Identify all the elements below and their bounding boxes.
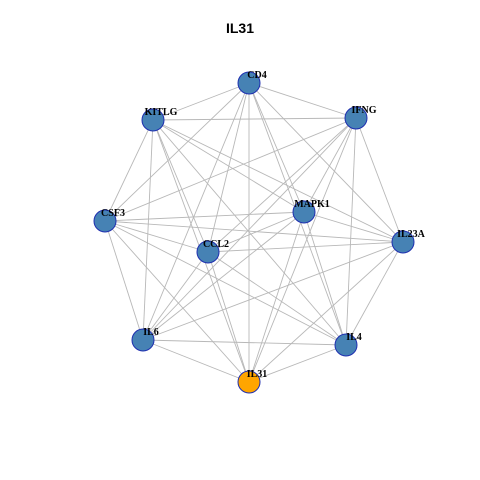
node-circle[interactable] [237, 71, 261, 95]
edge-kitlg-il23a [152, 119, 404, 243]
edge-cd4-kitlg [152, 82, 250, 121]
edge-ccl2-il4 [207, 251, 347, 346]
edge-il23a-il31 [248, 241, 404, 383]
node-circle[interactable] [334, 333, 358, 357]
node-label: CCL2 [203, 239, 229, 250]
edge-ccl2-il31 [207, 251, 250, 383]
node-il31[interactable]: IL31 [237, 369, 268, 394]
edge-mapk1-il6 [142, 211, 305, 341]
edge-mapk1-il4 [303, 211, 347, 346]
edge-ifng-ccl2 [207, 117, 357, 253]
edge-ifng-mapk1 [303, 117, 357, 213]
node-ifng[interactable]: IFNG [344, 105, 377, 130]
edge-cd4-il23a [248, 82, 404, 243]
node-il4[interactable]: IL4 [334, 332, 362, 357]
edge-il4-il31 [248, 344, 347, 383]
node-label: KITLG [145, 107, 178, 118]
edge-mapk1-csf3 [104, 211, 305, 222]
node-circle[interactable] [93, 209, 117, 233]
edge-kitlg-csf3 [104, 119, 154, 222]
edge-cd4-ccl2 [207, 82, 250, 253]
node-csf3[interactable]: CSF3 [93, 208, 125, 233]
edge-csf3-il23a [104, 220, 404, 243]
edge-il23a-il6 [142, 241, 404, 341]
node-label: IL31 [247, 369, 268, 380]
edge-kitlg-mapk1 [152, 119, 305, 213]
edge-il6-il4 [142, 339, 347, 346]
node-circle[interactable] [292, 200, 316, 224]
node-ccl2[interactable]: CCL2 [196, 239, 229, 264]
edge-ccl2-il6 [142, 251, 209, 341]
edge-ifng-il31 [248, 117, 357, 383]
node-label: IL6 [143, 327, 159, 338]
node-cd4[interactable]: CD4 [237, 70, 267, 95]
edge-cd4-csf3 [104, 82, 250, 222]
edge-ifng-il6 [142, 117, 357, 341]
node-label: IL23A [397, 229, 426, 240]
node-mapk1[interactable]: MAPK1 [292, 199, 330, 224]
edge-il6-il31 [142, 339, 250, 383]
node-circle[interactable] [131, 328, 155, 352]
edge-csf3-ccl2 [104, 220, 209, 253]
edge-cd4-il6 [142, 82, 250, 341]
node-il23a[interactable]: IL23A [391, 229, 426, 254]
graph-title: IL31 [225, 20, 254, 36]
node-label: MAPK1 [294, 199, 330, 210]
edge-ifng-il4 [345, 117, 357, 346]
node-label: IL4 [346, 332, 362, 343]
edge-kitlg-il6 [142, 119, 154, 341]
node-circle[interactable] [141, 108, 165, 132]
edge-cd4-ifng [248, 82, 357, 119]
edge-ifng-kitlg [152, 117, 357, 121]
edge-mapk1-il31 [248, 211, 305, 383]
node-kitlg[interactable]: KITLG [141, 107, 178, 132]
node-circle[interactable] [237, 370, 261, 394]
node-label: IFNG [352, 105, 377, 116]
node-label: CD4 [247, 70, 266, 81]
edge-csf3-il6 [104, 220, 144, 341]
edge-il23a-il4 [345, 241, 404, 346]
edge-cd4-mapk1 [248, 82, 305, 213]
edge-ifng-il23a [355, 117, 404, 243]
node-label: CSF3 [101, 208, 125, 219]
edge-kitlg-il4 [152, 119, 347, 346]
edge-il23a-ccl2 [207, 241, 404, 253]
edge-kitlg-ccl2 [152, 119, 209, 253]
edge-csf3-il4 [104, 220, 347, 346]
node-circle[interactable] [344, 106, 368, 130]
edge-mapk1-il23a [303, 211, 404, 243]
node-il6[interactable]: IL6 [131, 327, 159, 352]
edge-csf3-il31 [104, 220, 250, 383]
edge-ifng-csf3 [104, 117, 357, 222]
node-circle[interactable] [391, 230, 415, 254]
node-circle[interactable] [196, 240, 220, 264]
